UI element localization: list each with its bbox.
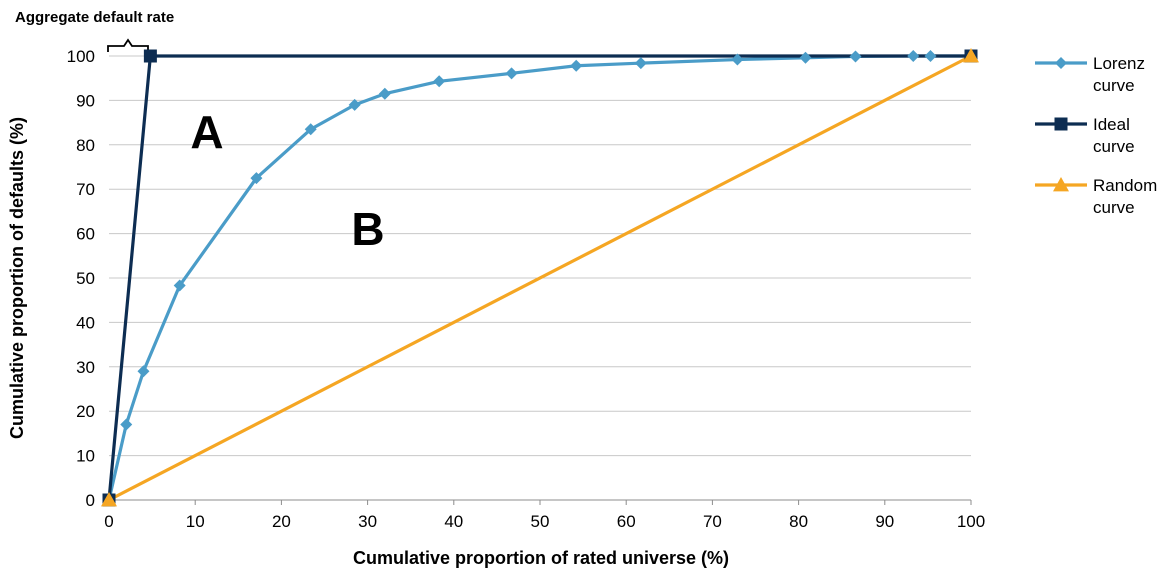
data-point	[304, 123, 317, 136]
x-tick-label: 30	[358, 512, 377, 531]
axes	[108, 499, 972, 505]
data-point	[137, 365, 150, 378]
y-tick-label: 90	[76, 91, 95, 110]
y-tick-label: 0	[86, 491, 95, 510]
data-point	[1055, 57, 1067, 69]
legend-entry: Lorenz curve	[1035, 54, 1145, 95]
legend-label: Random curve	[1093, 176, 1157, 217]
data-point	[250, 172, 263, 185]
y-tick-label: 70	[76, 180, 95, 199]
data-point	[173, 279, 186, 292]
x-tick-label: 60	[617, 512, 636, 531]
data-point	[1053, 177, 1069, 192]
x-tick-label: 70	[703, 512, 722, 531]
data-point	[570, 59, 583, 72]
x-tick-label: 0	[104, 512, 113, 531]
data-point	[120, 418, 133, 431]
data-point	[634, 57, 647, 70]
x-tick-label: 100	[957, 512, 985, 531]
data-point	[143, 49, 157, 63]
data-point	[433, 75, 446, 88]
x-tick-label: 40	[444, 512, 463, 531]
data-point	[924, 50, 937, 62]
x-tick-label: 50	[531, 512, 550, 531]
legend-entry: Random curve	[1035, 176, 1157, 217]
x-tick-label: 10	[186, 512, 205, 531]
y-tick-label: 80	[76, 136, 95, 155]
y-tick-label: 30	[76, 358, 95, 377]
region-label-b: B	[351, 203, 384, 255]
x-tick-label: 90	[875, 512, 894, 531]
region-label-a: A	[190, 106, 223, 158]
x-tick-label: 20	[272, 512, 291, 531]
y-tick-label: 100	[67, 47, 95, 66]
data-point	[348, 98, 361, 111]
legend-entry: Ideal curve	[1035, 115, 1135, 156]
legend-label: Lorenz curve	[1093, 54, 1145, 95]
series-markers	[101, 48, 979, 507]
x-tick-labels: 0 10 20 30 40 50 60 70 80 90 100	[104, 512, 985, 531]
data-point	[101, 492, 117, 507]
y-tick-label: 20	[76, 402, 95, 421]
data-point	[849, 50, 862, 63]
aggregate-default-rate-bracket	[107, 38, 149, 52]
legend: Lorenz curve Ideal curve Random curve	[1035, 54, 1157, 217]
aggregate-default-rate-label: Aggregate default rate	[15, 9, 174, 26]
gridlines	[109, 55, 971, 457]
data-point	[799, 51, 812, 64]
y-tick-label: 60	[76, 225, 95, 244]
x-tick-label: 80	[789, 512, 808, 531]
data-point	[963, 48, 979, 63]
series-markers	[103, 50, 977, 506]
data-point	[1054, 117, 1068, 131]
data-point	[731, 53, 744, 66]
series-line	[108, 54, 972, 502]
data-point	[505, 67, 518, 80]
y-tick-label: 40	[76, 313, 95, 332]
y-tick-labels: 0 10 20 30 40 50 60 70 80 90 100	[67, 47, 95, 510]
data-point	[907, 50, 920, 62]
y-axis-title: Cumulative proportion of defaults (%)	[7, 117, 27, 439]
y-tick-label: 10	[76, 447, 95, 466]
y-tick-label: 50	[76, 269, 95, 288]
legend-label: Ideal curve	[1093, 115, 1135, 156]
series-lines	[101, 48, 979, 507]
x-axis-title: Cumulative proportion of rated universe …	[353, 548, 729, 568]
data-point	[378, 87, 391, 100]
series-triangle	[108, 54, 972, 502]
